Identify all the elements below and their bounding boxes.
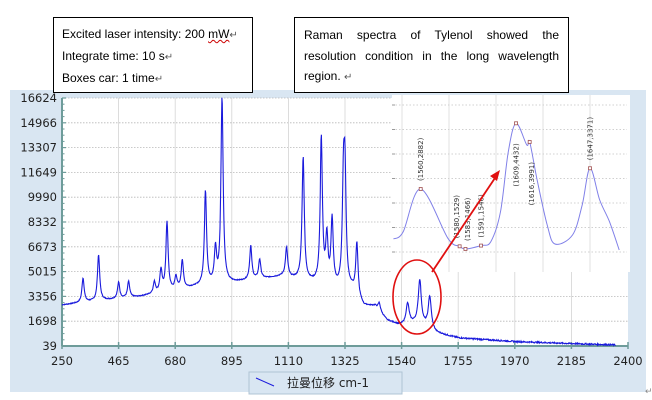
- inset-peak-label: (1591,1546): [478, 194, 486, 238]
- y-tick-label: 9990: [28, 190, 57, 204]
- acquisition-settings-box: Excited laser intensity: 200 mW↵ Integra…: [53, 17, 253, 93]
- integrate-time-line: Integrate time: 10 s↵: [62, 46, 244, 68]
- y-tick-label: 16624: [20, 91, 57, 105]
- x-tick-label: 680: [164, 354, 186, 368]
- x-tick-label: 1540: [387, 354, 416, 368]
- x-tick-label: 2400: [613, 354, 642, 368]
- y-tick-label: 39: [42, 339, 57, 353]
- legend-line-icon: [255, 377, 275, 387]
- y-tick-label: 5015: [28, 265, 57, 279]
- laser-intensity-text: Excited laser intensity: 200: [62, 27, 209, 41]
- y-tick-label: 3356: [28, 289, 57, 303]
- inset-peak-marker: [527, 140, 532, 144]
- inset-peak-label: (1616,3991): [528, 162, 536, 206]
- inset-peak-label: (1647,3371): [587, 117, 595, 161]
- x-tick-label: 465: [108, 354, 130, 368]
- inset-peak-marker: [479, 243, 483, 248]
- y-tick-label: 14966: [20, 116, 57, 130]
- paragraph-mark: ↵: [154, 74, 164, 85]
- inset-peak-marker: [457, 244, 462, 249]
- y-tick-label: 6673: [28, 240, 57, 254]
- inset-spectrum-line: [393, 122, 620, 251]
- legend-label: 拉曼位移 cm-1: [287, 375, 369, 390]
- inset-scroll-strip: [630, 95, 645, 272]
- inset-peak-label: (1580,1529): [453, 195, 461, 239]
- laser-unit-text: mW: [208, 27, 230, 41]
- caption-text: Raman spectra of Tylenol showed the reso…: [304, 28, 559, 83]
- y-tick-label: 11649: [20, 165, 57, 179]
- x-tick-label: 1755: [444, 354, 473, 368]
- paragraph-mark: ↵: [164, 52, 174, 63]
- x-tick-label: 1970: [500, 354, 529, 368]
- caption-box: Raman spectra of Tylenol showed the reso…: [294, 17, 569, 93]
- inset-peak-marker: [418, 187, 423, 191]
- inset-panel: [392, 95, 632, 272]
- inset-peak-label: (1560,2882): [417, 137, 425, 181]
- x-tick-label: 1110: [274, 354, 303, 368]
- paragraph-mark: ↵: [229, 30, 238, 41]
- inset-peak-marker: [463, 247, 468, 251]
- paragraph-mark: ↵: [645, 386, 652, 396]
- boxcar-text: Boxes car: 1 time: [62, 71, 155, 85]
- spectrum-line: [61, 97, 616, 347]
- paragraph-mark: ↵: [344, 72, 353, 83]
- boxcar-line: Boxes car: 1 time↵: [62, 68, 244, 90]
- x-tick-label: 895: [221, 354, 243, 368]
- inset-peak-marker: [514, 121, 518, 126]
- inset-peak-label: (1609,4432): [513, 143, 521, 187]
- inset-peak-marker: [588, 166, 592, 171]
- legend-box: [248, 371, 403, 395]
- x-tick-label: 1325: [330, 354, 359, 368]
- integrate-time-text: Integrate time: 10 s: [62, 49, 165, 63]
- y-tick-label: 13307: [20, 141, 57, 155]
- arrow-head-icon: [490, 170, 500, 181]
- y-tick-label: 1698: [28, 314, 57, 328]
- annotation-arrow: [431, 174, 498, 273]
- highlight-ellipse: [392, 259, 442, 335]
- x-tick-label: 2185: [557, 354, 586, 368]
- x-tick-label: 250: [51, 354, 73, 368]
- laser-intensity-line: Excited laser intensity: 200 mW↵: [62, 24, 244, 46]
- y-tick-label: 8332: [28, 215, 57, 229]
